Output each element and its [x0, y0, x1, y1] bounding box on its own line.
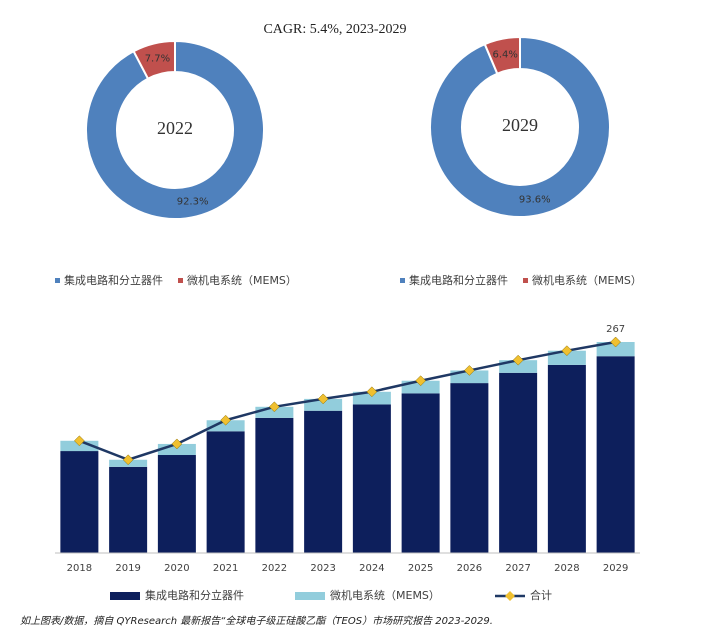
donut-slice	[429, 35, 611, 218]
total-line	[78, 340, 616, 462]
legend-label: 微机电系统（MEMS）	[187, 273, 297, 287]
total-marker	[122, 454, 134, 466]
x-tick-label: 2018	[67, 563, 92, 574]
x-tick-label: 2027	[505, 563, 530, 574]
total-marker	[220, 414, 231, 426]
data-label: 267	[606, 324, 625, 335]
x-tick-label: 2021	[213, 563, 238, 574]
legend-label: 集成电路和分立器件	[409, 273, 508, 287]
bar-segment	[596, 356, 635, 553]
total-marker	[171, 438, 183, 450]
bar-segment	[547, 364, 586, 553]
legend-label: 集成电路和分立器件	[145, 588, 244, 602]
bar-segment	[547, 350, 586, 365]
total-marker	[74, 435, 85, 447]
bar-segment	[450, 383, 489, 553]
donut-slice	[483, 35, 521, 75]
x-tick-label: 2023	[310, 563, 335, 574]
bar-segment	[157, 443, 196, 456]
x-tick-label: 2026	[457, 563, 482, 574]
legend-label: 微机电系统（MEMS）	[532, 273, 642, 287]
x-tick-label: 2024	[359, 563, 384, 574]
total-marker	[269, 401, 280, 413]
bar-segment	[157, 455, 196, 553]
bar-segment	[596, 342, 635, 357]
cagr-title: CAGR: 5.4%, 2023-2029	[263, 22, 406, 37]
source-note: 如上图表/数据，摘自 QYResearch 最新报告“全球电子级正硅酸乙酯（TE…	[20, 615, 493, 627]
legend-swatch	[55, 278, 60, 283]
slice-label: 6.4%	[493, 49, 518, 60]
total-marker	[464, 365, 475, 376]
bar-segment	[304, 398, 343, 411]
legend-label: 微机电系统（MEMS）	[330, 588, 440, 602]
total-marker	[610, 336, 621, 348]
x-tick-label: 2022	[262, 563, 287, 574]
bar-segment	[206, 420, 245, 432]
bar-segment	[255, 406, 294, 418]
legend-swatch	[110, 592, 140, 600]
total-marker	[366, 386, 378, 398]
x-tick-label: 2028	[554, 563, 579, 574]
bar-segment	[109, 466, 148, 553]
slice-label: 93.6%	[519, 195, 551, 206]
x-tick-label: 2029	[603, 563, 628, 574]
slice-label: 92.3%	[177, 196, 209, 207]
total-marker	[415, 375, 426, 387]
donut-center-label: 2022	[157, 118, 193, 138]
x-tick-label: 2025	[408, 563, 433, 574]
legend-swatch	[400, 278, 405, 283]
bar-segment	[255, 417, 294, 553]
x-tick-label: 2019	[115, 563, 140, 574]
legend-label: 合计	[530, 588, 552, 602]
donut-slice	[132, 39, 176, 81]
donut-slice	[85, 39, 265, 220]
total-marker	[512, 354, 524, 366]
donut-center-label: 2029	[502, 115, 538, 135]
legend-marker	[505, 591, 515, 601]
x-tick-label: 2020	[164, 563, 189, 574]
bar-segment	[352, 391, 391, 405]
slice-label: 7.7%	[145, 54, 170, 65]
bar-segment	[60, 451, 99, 553]
bar-segment	[499, 372, 538, 553]
bar-segment	[352, 404, 391, 553]
total-marker	[317, 393, 329, 405]
bar-segment	[401, 393, 440, 553]
legend-label: 集成电路和分立器件	[64, 273, 163, 287]
legend-swatch	[523, 278, 528, 283]
total-marker	[561, 345, 573, 357]
bar-segment	[304, 410, 343, 553]
bar-segment	[206, 431, 245, 553]
legend-swatch	[178, 278, 183, 283]
legend-swatch	[295, 592, 325, 600]
